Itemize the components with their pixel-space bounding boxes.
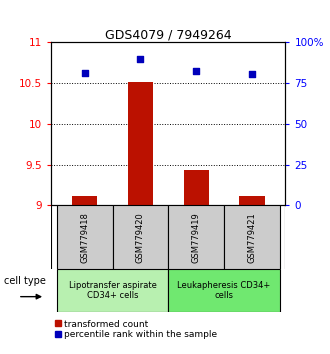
Text: Lipotransfer aspirate
CD34+ cells: Lipotransfer aspirate CD34+ cells [69, 281, 156, 300]
Bar [168, 205, 224, 269]
Text: GSM779421: GSM779421 [248, 212, 256, 263]
Point [82, 70, 87, 75]
Bar [168, 269, 280, 312]
Bar [57, 205, 113, 269]
Text: cell type: cell type [4, 276, 46, 286]
Text: GSM779419: GSM779419 [192, 212, 201, 263]
Point [138, 56, 143, 62]
Text: GSM779420: GSM779420 [136, 212, 145, 263]
Bar [240, 195, 265, 205]
Point [194, 68, 199, 74]
Legend: transformed count, percentile rank within the sample: transformed count, percentile rank withi… [52, 316, 221, 343]
Bar [183, 170, 209, 205]
Bar [57, 269, 168, 312]
Text: GSM779418: GSM779418 [80, 212, 89, 263]
Title: GDS4079 / 7949264: GDS4079 / 7949264 [105, 28, 232, 41]
Text: Leukapheresis CD34+
cells: Leukapheresis CD34+ cells [178, 281, 271, 300]
Bar [72, 195, 97, 205]
Bar [113, 205, 168, 269]
Bar [128, 81, 153, 205]
Point [249, 72, 255, 77]
Bar [224, 205, 280, 269]
